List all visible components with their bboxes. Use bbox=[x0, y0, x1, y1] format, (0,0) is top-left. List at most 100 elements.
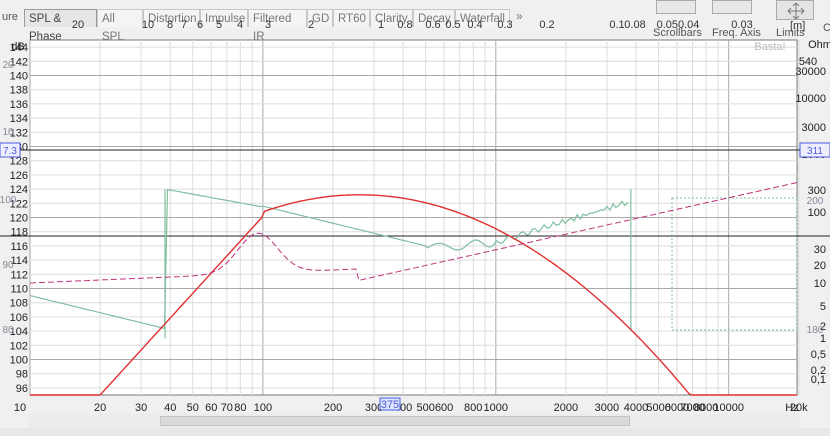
x-axis-tick: 4000 bbox=[624, 402, 648, 414]
x-axis-tick: 20 bbox=[94, 402, 106, 414]
x-axis-tick: 3000 bbox=[595, 402, 619, 414]
left-axis-tick: 136 bbox=[10, 99, 28, 111]
x-axis-tick: 80 bbox=[234, 402, 246, 414]
top-scale-label: 0.1 bbox=[609, 19, 625, 31]
status-bar bbox=[0, 428, 830, 436]
right-axis-tick: 30 bbox=[814, 244, 826, 256]
left-scale-fragment: 100 bbox=[0, 195, 17, 206]
right-axis-tick: 0,5 bbox=[811, 349, 826, 361]
right-axis-tick: 10000 bbox=[795, 93, 826, 105]
right-axis-unit: Ohm bbox=[808, 39, 830, 51]
right-cursor-box bbox=[799, 142, 830, 158]
top-scale-label: 6 bbox=[196, 19, 204, 31]
left-scale-fragment: 80 bbox=[2, 325, 14, 336]
scrollbars-label: Scrollbars bbox=[653, 27, 702, 39]
x-axis-tick: 5000 bbox=[646, 402, 670, 414]
top-scale-label: 0.3 bbox=[497, 19, 513, 31]
left-axis-tick: 128 bbox=[10, 156, 28, 168]
tab-gd[interactable]: GD bbox=[307, 9, 333, 27]
x-axis-tick: 30 bbox=[135, 402, 147, 414]
scrollbar-thumb[interactable] bbox=[160, 416, 630, 426]
right-cursor-readout: 311 bbox=[807, 146, 823, 157]
tab-rt60[interactable]: RT60 bbox=[333, 9, 370, 27]
left-axis-tick: 118 bbox=[10, 227, 28, 239]
right-axis-tick: 1 bbox=[820, 333, 826, 345]
left-axis-tick: 114 bbox=[10, 255, 28, 267]
top-scale-label: 0.050.04 bbox=[656, 19, 700, 31]
left-axis-tick: 104 bbox=[10, 326, 28, 338]
x-axis-tick: 10000 bbox=[713, 402, 744, 414]
left-axis-tick: 144 bbox=[10, 42, 28, 54]
right-axis-tick: 100 bbox=[808, 207, 826, 219]
left-axis-tick: 102 bbox=[10, 340, 28, 352]
left-scale-fragment: 20 bbox=[2, 60, 14, 71]
x-axis-tick: 20k bbox=[790, 402, 808, 414]
top-scale-label: 0.8 bbox=[397, 19, 413, 31]
x-axis-tick: 50 bbox=[187, 402, 199, 414]
top-scale-label: 0.6 bbox=[425, 19, 441, 31]
x-axis-tick: 100 bbox=[254, 402, 272, 414]
move-cross-button[interactable] bbox=[776, 0, 814, 20]
right-axis-tick: 5 bbox=[820, 301, 826, 313]
more-tabs-button[interactable]: » bbox=[516, 9, 523, 23]
scrollbars-button[interactable] bbox=[656, 0, 696, 14]
left-axis-tick: 110 bbox=[10, 284, 28, 296]
top-scale-label: 5 bbox=[215, 19, 223, 31]
freq-axis-label: Freq. Axis bbox=[712, 27, 761, 39]
x-axis-tick: 600 bbox=[435, 402, 453, 414]
top-scale-label: 7 bbox=[180, 19, 188, 31]
left-scale-fragment: 90 bbox=[2, 260, 14, 271]
left-axis-tick: 124 bbox=[10, 184, 28, 196]
limits-label: Limits bbox=[776, 27, 805, 39]
cursor-readout-box bbox=[379, 397, 401, 411]
left-axis-tick: 120 bbox=[10, 213, 28, 225]
left-axis-tick: 122 bbox=[10, 198, 28, 210]
spl-noise-region bbox=[671, 197, 798, 331]
left-axis-tick: 134 bbox=[10, 113, 28, 125]
x-axis-tick: 800 bbox=[464, 402, 482, 414]
top-scale-label: 2 bbox=[307, 19, 315, 31]
right-axis-tick: 2 bbox=[820, 321, 826, 333]
window-title-fragment: ure bbox=[2, 11, 18, 23]
left-axis-tick: 116 bbox=[10, 241, 28, 253]
right-axis-tick: 0,1 bbox=[811, 374, 826, 386]
watermark: Basta! bbox=[754, 41, 785, 53]
left-axis-tick: 140 bbox=[10, 71, 28, 83]
tab-filtered-ir[interactable]: Filtered IR bbox=[248, 9, 307, 43]
tab-impulse[interactable]: Impulse bbox=[200, 9, 248, 27]
x-axis-tick: 2000 bbox=[554, 402, 578, 414]
top-scale-label: 10 bbox=[141, 19, 155, 31]
spl-trace bbox=[29, 188, 629, 330]
left-axis-tick: 138 bbox=[10, 85, 28, 97]
left-axis-tick: 108 bbox=[10, 298, 28, 310]
top-scale-label: 0.4 bbox=[467, 19, 483, 31]
x-axis-tick: 10 bbox=[14, 402, 26, 414]
left-axis-tick: 106 bbox=[10, 312, 28, 324]
x-axis-tick: 1000 bbox=[484, 402, 508, 414]
left-axis-tick: 98 bbox=[16, 369, 28, 381]
left-axis-unit: dB bbox=[11, 41, 24, 53]
x-axis-unit: Hz bbox=[785, 402, 798, 414]
left-cursor-box bbox=[0, 142, 21, 158]
move-cross-icon bbox=[787, 2, 805, 20]
tab-clarity[interactable]: Clarity bbox=[370, 9, 413, 27]
left-axis-tick: 100 bbox=[10, 355, 28, 367]
cursor-readout: 375 bbox=[381, 399, 399, 411]
tab-waterfall[interactable]: Waterfall bbox=[455, 9, 510, 27]
left-cursor-readout: 7.3 bbox=[3, 146, 17, 157]
x-axis-tick: 6000 bbox=[665, 402, 689, 414]
tab-bar: ure SPL & Phase All SPL Distortion Impul… bbox=[0, 0, 830, 43]
x-axis-tick: 7000 bbox=[680, 402, 704, 414]
left-axis-tick: 142 bbox=[10, 56, 28, 68]
x-axis-tick: 40 bbox=[164, 402, 176, 414]
freq-axis-button[interactable] bbox=[712, 0, 752, 14]
top-scale-label: 3 bbox=[264, 19, 272, 31]
top-scale-label: 4 bbox=[236, 19, 244, 31]
top-scale-label: 0.08 bbox=[624, 19, 646, 31]
tab-decay[interactable]: Decay bbox=[413, 9, 455, 27]
top-scale-label: 8 bbox=[166, 19, 174, 31]
x-axis-tick: 500 bbox=[417, 402, 435, 414]
top-scale-label: 1 bbox=[377, 19, 385, 31]
spl-phase-chart[interactable]: 1441421401381361341321301281261241221201… bbox=[0, 0, 830, 414]
tab-distortion[interactable]: Distortion bbox=[143, 9, 200, 27]
